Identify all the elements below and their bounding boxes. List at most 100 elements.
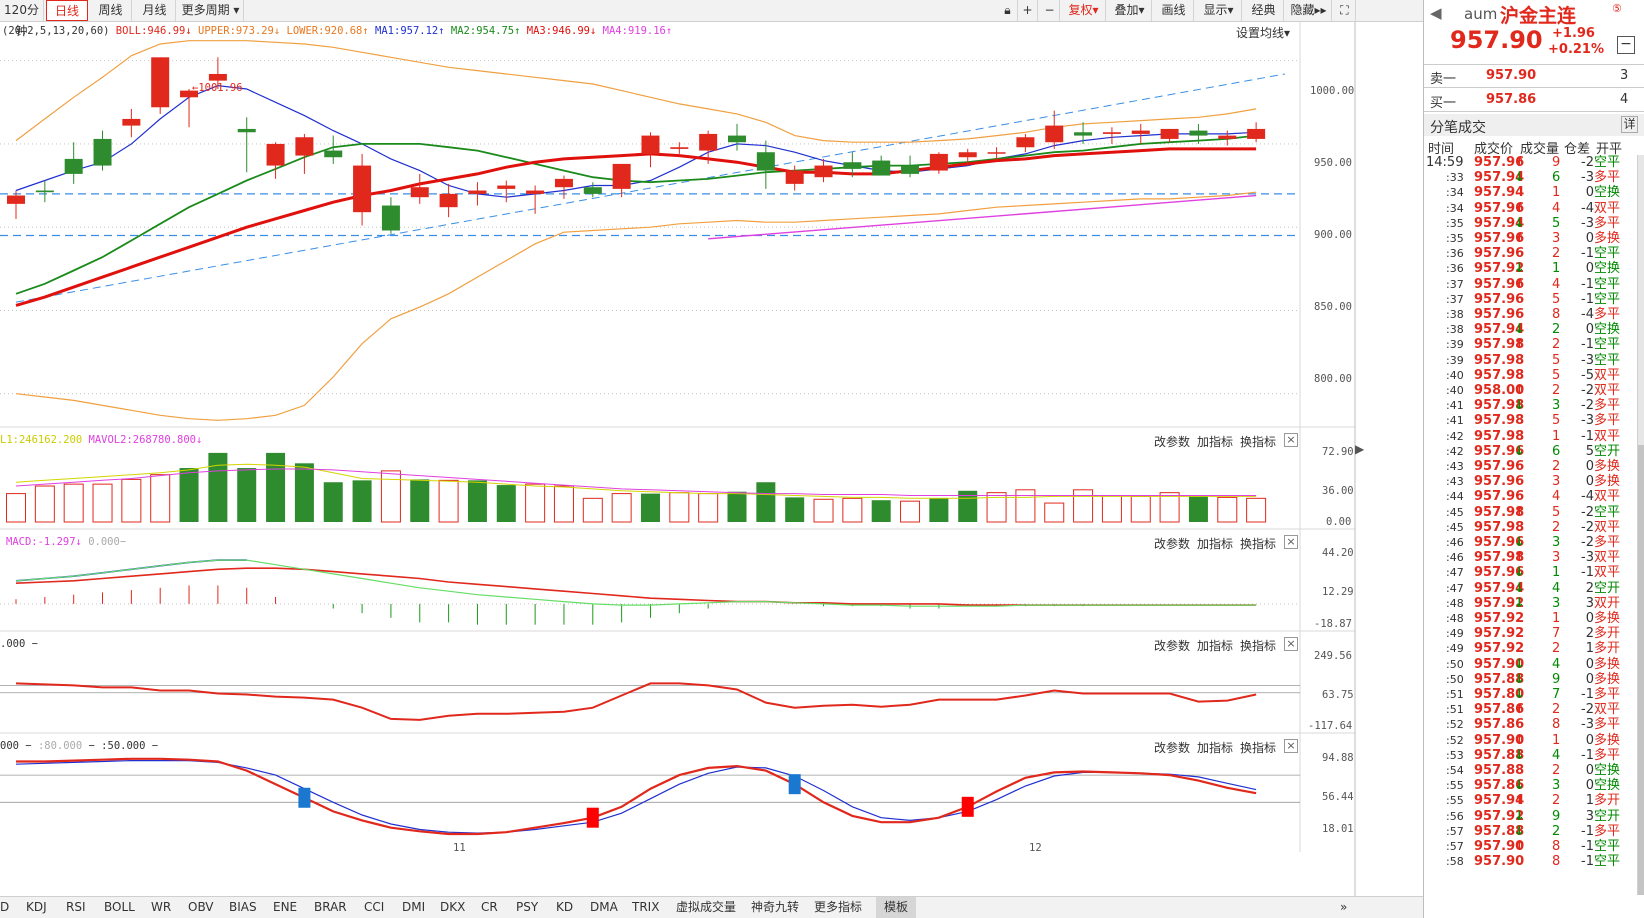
tab-cr[interactable]: CR (481, 900, 498, 914)
tab-more-indicators[interactable]: 更多指标 (814, 900, 863, 914)
tab-kd[interactable]: KD (556, 900, 574, 914)
macd-switch-indicator-link[interactable]: 换指标 (1240, 537, 1277, 551)
cci-add-indicator-link[interactable]: 加指标 (1197, 639, 1234, 653)
lock-icon[interactable]: 🔒︎ (998, 0, 1018, 21)
info-circle-icon[interactable]: ⑤ (1612, 2, 1622, 15)
macd-edit-params-link[interactable]: 改参数 (1154, 537, 1191, 551)
kdj-edit-params-link[interactable]: 改参数 (1154, 741, 1191, 755)
trade-oi-change: 1 (1585, 641, 1594, 657)
tab-trix[interactable]: TRIX (632, 900, 660, 914)
zoom-out-icon[interactable]: − (1040, 0, 1060, 21)
candle-body (583, 187, 602, 194)
buy1-volume: 4 (1620, 92, 1629, 107)
trade-volume: 5 (1552, 367, 1561, 383)
trade-time: :40 (1446, 368, 1464, 382)
tab-brar[interactable]: BRAR (314, 900, 347, 914)
trades-list[interactable]: 14:59 957.96 ↑ 9 -2 空平:33 957.94 ↓ 6 -3 多平:34 957.9… (1424, 155, 1636, 918)
tab-dmi[interactable]: DMI (402, 900, 426, 914)
trade-open-close: 空开 (1594, 443, 1621, 459)
trades-section-title: 分笔成交 (1430, 120, 1486, 136)
tab-dkx[interactable]: DKX (440, 900, 466, 914)
overlay-dropdown[interactable]: 叠加▾ (1108, 0, 1152, 21)
tab-obv[interactable]: OBV (188, 900, 214, 914)
tab-rsi[interactable]: RSI (66, 900, 86, 914)
candle-body (1102, 132, 1121, 134)
trades-scrollbar[interactable] (1637, 155, 1644, 895)
trade-volume: 6 (1552, 443, 1561, 459)
period-weekly-button[interactable]: 周线 (90, 0, 132, 21)
vol-close-icon[interactable]: × (1284, 433, 1298, 447)
tab-boll[interactable]: BOLL (104, 900, 135, 914)
trade-open-close: 空开 (1594, 580, 1621, 596)
double-chevron-right-icon[interactable]: » (1340, 900, 1348, 914)
display-dropdown[interactable]: 显示▾ (1196, 0, 1242, 21)
adjust-dropdown[interactable]: 复权▾ (1062, 0, 1106, 21)
trade-price: 957.96 (1474, 459, 1525, 474)
down-arrow-icon: ↓ (185, 25, 192, 37)
trade-oi-change: 0 (1585, 185, 1594, 201)
buy1-label: 买一 (1430, 96, 1457, 111)
tab-psy[interactable]: PSY (516, 900, 539, 914)
chevron-left-icon[interactable]: ◀ (1430, 4, 1442, 22)
tab-cci[interactable]: CCI (364, 900, 385, 914)
tab-kdj[interactable]: KDJ (26, 900, 47, 914)
trade-open-close: 多换 (1594, 231, 1621, 246)
vol-add-indicator-link[interactable]: 加指标 (1197, 435, 1234, 449)
trade-oi-change: -4 (1581, 489, 1594, 505)
scrollbar-thumb[interactable] (1638, 445, 1644, 895)
candle-body (353, 165, 372, 213)
tab-virtual-volume[interactable]: 虚拟成交量 (676, 900, 737, 914)
trade-open-close: 多换 (1594, 474, 1621, 490)
chevron-down-icon: ▾ (1138, 3, 1145, 17)
hide-button[interactable]: 隐藏▸▸ (1286, 0, 1332, 21)
more-periods-dropdown[interactable]: 更多周期 ▾ (178, 0, 244, 21)
trade-row: :34 957.96 ↑ 4 -4 双平 (1424, 201, 1636, 217)
price-tick: 950.00 (1314, 157, 1352, 169)
fullscreen-icon[interactable]: ⛶ (1334, 0, 1356, 21)
tab-bias[interactable]: BIAS (229, 900, 257, 914)
tab-wr[interactable]: WR (151, 900, 172, 914)
macd-close-icon[interactable]: × (1284, 535, 1298, 549)
draw-line-button[interactable]: 画线 (1154, 0, 1194, 21)
trade-time: :57 (1446, 840, 1464, 853)
tab-ene[interactable]: ENE (273, 900, 298, 914)
kdj-close-icon[interactable]: × (1284, 739, 1298, 753)
trade-price: 957.96 (1474, 307, 1525, 322)
macd-add-indicator-link[interactable]: 加指标 (1197, 537, 1234, 551)
kline-chart[interactable] (0, 22, 1423, 896)
kdj-add-indicator-link[interactable]: 加指标 (1197, 741, 1234, 755)
trade-time: :46 (1446, 536, 1464, 549)
candle-body (64, 158, 83, 174)
volume-bar (1188, 496, 1208, 522)
vol-switch-indicator-link[interactable]: 换指标 (1240, 435, 1277, 449)
ma-settings-dropdown[interactable]: 设置均线▾ (1236, 24, 1290, 41)
trade-row: :39 957.98 5 -3 空平 (1424, 353, 1636, 369)
trade-price: 957.98 (1474, 519, 1525, 535)
period-monthly-button[interactable]: 月线 (134, 0, 176, 21)
kdj-signal-marker (586, 807, 599, 828)
classic-button[interactable]: 经典 (1244, 0, 1284, 21)
tab-d[interactable]: D (0, 900, 10, 914)
minimize-icon[interactable]: − (1617, 36, 1635, 54)
candle-body (237, 128, 256, 133)
legend-macd: MACD:-1.297 (6, 536, 76, 548)
kdj-switch-indicator-link[interactable]: 换指标 (1240, 741, 1277, 755)
cci-edit-params-link[interactable]: 改参数 (1154, 639, 1191, 653)
trade-volume: 2 (1552, 702, 1561, 718)
vol-edit-params-link[interactable]: 改参数 (1154, 435, 1191, 449)
chart-area[interactable]: (20,2,5,13,20,60) BOLL:946.99↓ UPPER:973… (0, 22, 1423, 896)
volume-bar (179, 468, 199, 522)
tab-template[interactable]: 模板 (876, 897, 917, 918)
trade-time: :48 (1446, 612, 1464, 625)
period-daily-button[interactable]: 日线 (46, 0, 88, 21)
cci-switch-indicator-link[interactable]: 换指标 (1240, 639, 1277, 653)
detail-button[interactable]: 详 (1621, 116, 1638, 133)
trade-oi-change: 0 (1585, 611, 1594, 626)
cci-close-icon[interactable]: × (1284, 637, 1298, 651)
collapse-panel-icon[interactable]: ▶ (1355, 442, 1365, 456)
trade-time: 14:59 (1426, 155, 1464, 170)
period-120min-button[interactable]: 120分钟 (0, 0, 44, 38)
tab-dma[interactable]: DMA (590, 900, 618, 914)
zoom-in-icon[interactable]: + (1018, 0, 1038, 21)
tab-magic-nine[interactable]: 神奇九转 (751, 900, 800, 914)
